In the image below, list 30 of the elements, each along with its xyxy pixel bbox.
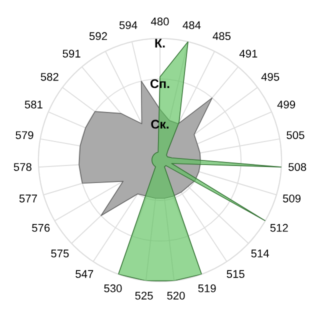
spoke-label: 594: [119, 21, 138, 30]
spoke-label: 520: [167, 292, 185, 300]
spoke-label: 525: [135, 292, 153, 300]
spoke-label: 530: [104, 284, 122, 292]
spoke-label: 512: [270, 224, 288, 232]
spoke-label: 547: [76, 270, 94, 278]
spoke-label: 582: [40, 72, 58, 81]
y-tick-label: К.: [155, 38, 165, 48]
spoke-label: 519: [198, 284, 216, 292]
spoke-label: 591: [62, 50, 80, 58]
spoke-label: 581: [24, 100, 42, 108]
spoke-label: 505: [286, 131, 304, 140]
spoke-label: 485: [212, 32, 231, 40]
spoke-label: 514: [251, 250, 270, 258]
spoke-label: 499: [277, 100, 296, 108]
y-tick-label: Сп.: [150, 79, 170, 88]
spoke-label: 509: [282, 194, 301, 202]
spoke-label: 592: [89, 32, 107, 40]
spoke-label: 491: [239, 50, 258, 58]
spoke-label: 484: [182, 21, 201, 30]
y-tick-label: Ск.: [151, 120, 169, 129]
spoke-label: 508: [288, 163, 306, 171]
spoke-label: 577: [19, 194, 37, 202]
spoke-label: 515: [226, 270, 244, 278]
spoke-label: 579: [16, 131, 34, 140]
spoke-label: 495: [261, 72, 280, 81]
spoke-label: 480: [150, 18, 169, 26]
spoke-label: 576: [32, 224, 50, 232]
spoke-label: 578: [14, 163, 32, 171]
spoke-label: 575: [51, 250, 69, 258]
